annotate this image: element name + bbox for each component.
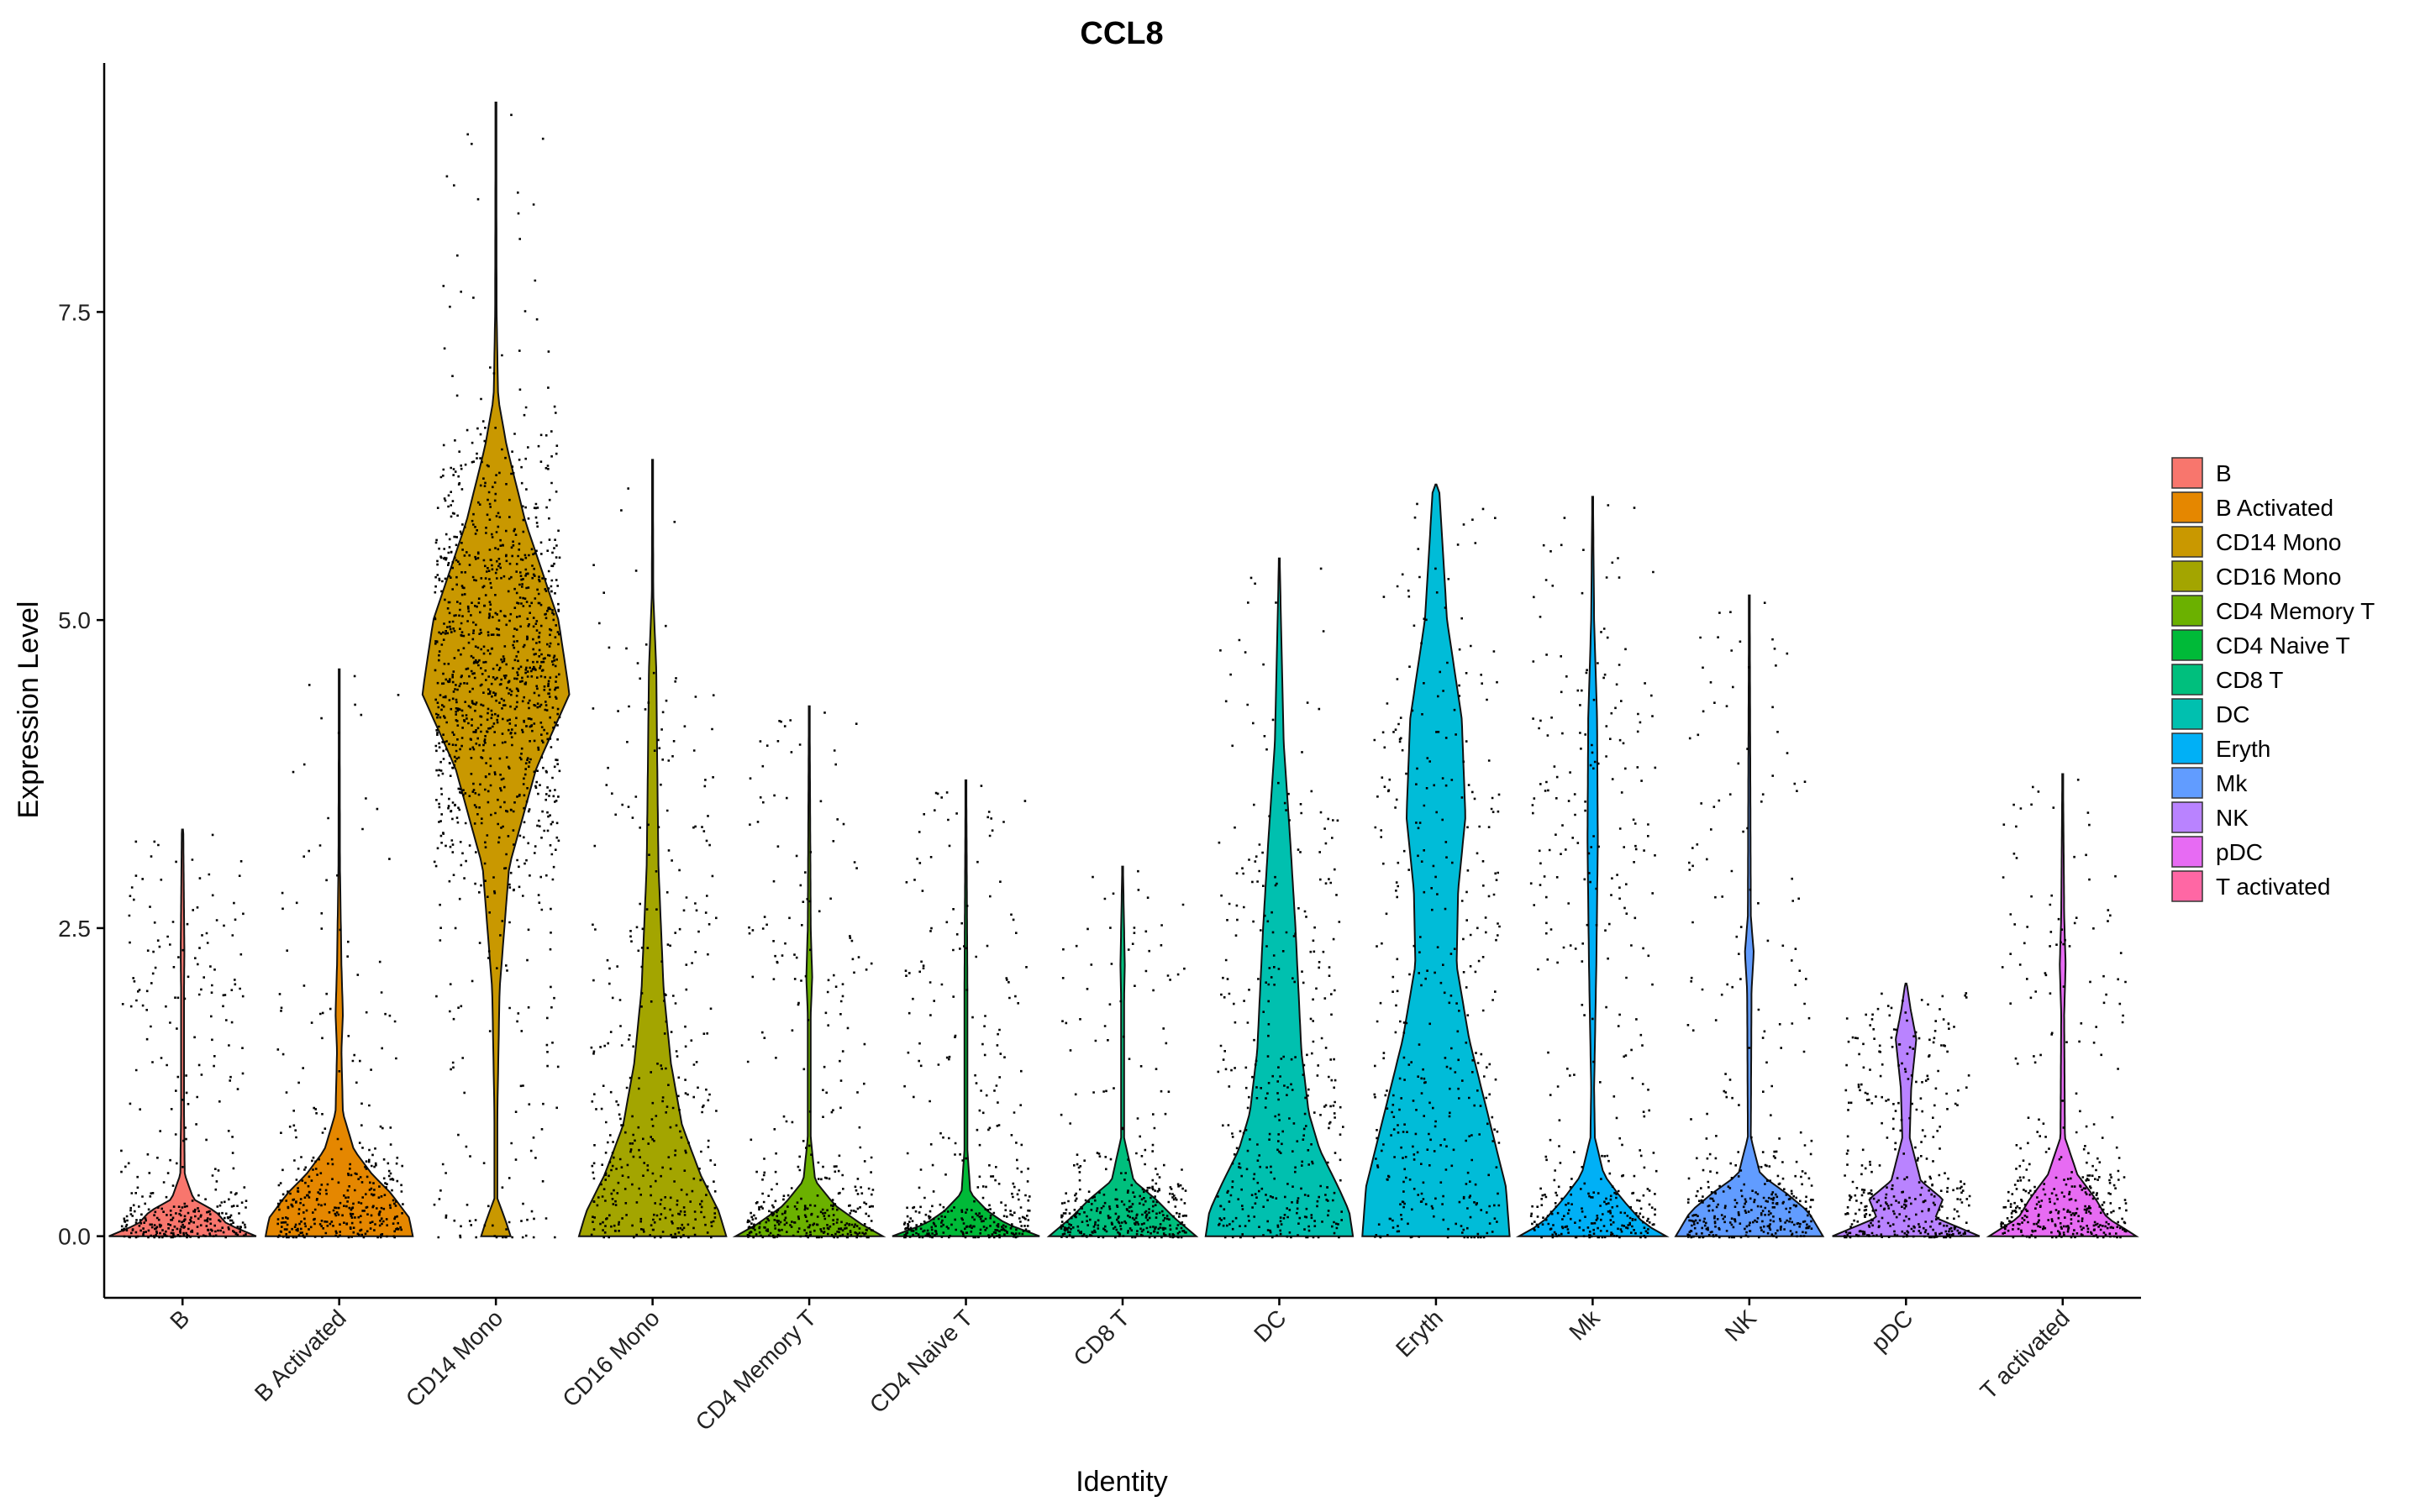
jitter-points-cd4-naive-t — [903, 785, 1031, 1239]
legend-swatch — [2171, 457, 2203, 489]
y-tick-label: 2.5 — [58, 916, 91, 942]
x-tick-label: CD4 Memory T — [691, 1305, 822, 1436]
violin-nk — [1674, 594, 1825, 1237]
x-tick-label: B Activated — [250, 1305, 351, 1406]
x-tick-label: CD4 Naive T — [865, 1305, 978, 1418]
legend-swatch — [2171, 801, 2203, 833]
legend-swatch — [2171, 629, 2203, 661]
x-tick-label: T activated — [1975, 1305, 2075, 1404]
y-axis-title: Expression Level — [13, 601, 45, 819]
legend: B B Activated CD14 Mono CD16 Mono CD4 Memory… — [2171, 457, 2375, 902]
violin-b-activated — [264, 668, 414, 1237]
legend-label: CD4 Naive T — [2216, 633, 2350, 659]
violin-eryth — [1361, 483, 1511, 1237]
violin-dc — [1204, 557, 1355, 1237]
legend-label: T activated — [2216, 874, 2330, 900]
legend-swatch — [2171, 698, 2203, 730]
legend-swatch — [2171, 595, 2203, 627]
legend-swatch — [2171, 870, 2203, 902]
violin-cd4-memory-t — [732, 705, 886, 1237]
x-tick-label: Mk — [1564, 1305, 1605, 1346]
x-tick-label: pDC — [1866, 1305, 1918, 1357]
y-tick-label: 5.0 — [58, 607, 91, 633]
violin-layer — [108, 102, 2139, 1237]
violin-b — [108, 828, 257, 1237]
legend-swatch — [2171, 526, 2203, 558]
legend-label: CD8 T — [2216, 667, 2283, 693]
x-tick-label: NK — [1720, 1305, 1762, 1347]
jitter-points-layer — [120, 113, 2128, 1239]
violin-mk — [1515, 496, 1670, 1237]
x-tick-label: Eryth — [1391, 1305, 1448, 1362]
legend-swatch — [2171, 767, 2203, 799]
y-tick-label: 7.5 — [58, 299, 91, 325]
x-tick-label: CD16 Mono — [557, 1305, 665, 1412]
legend-label: pDC — [2216, 839, 2263, 865]
legend-label: CD16 Mono — [2216, 564, 2341, 590]
x-tick-label: CD8 T — [1068, 1305, 1134, 1371]
x-tick-label: B — [165, 1305, 194, 1334]
legend-swatch — [2171, 664, 2203, 696]
y-tick-label: 0.0 — [58, 1224, 91, 1250]
legend-swatch — [2171, 491, 2203, 523]
x-tick-label: DC — [1249, 1305, 1292, 1347]
violin-cd4-naive-t — [892, 779, 1040, 1237]
jitter-points-pdc — [1843, 992, 1971, 1239]
violin-cd8-t — [1046, 865, 1199, 1237]
violin-cd16-mono — [577, 459, 728, 1237]
x-axis-title: Identity — [1076, 1466, 1168, 1498]
legend-label: B Activated — [2216, 495, 2333, 521]
legend-label: CD4 Memory T — [2216, 598, 2375, 624]
violin-cd14-mono — [421, 102, 571, 1237]
legend-label: B — [2216, 460, 2232, 486]
chart-title: CCL8 — [1080, 16, 1163, 51]
jitter-points-mk — [1529, 504, 1658, 1239]
legend-swatch — [2171, 560, 2203, 592]
legend-swatch — [2171, 836, 2203, 868]
x-tick-label: CD14 Mono — [401, 1305, 508, 1412]
legend-label: CD14 Mono — [2216, 529, 2341, 555]
violin-t-activated — [1986, 773, 2139, 1237]
violin-pdc — [1832, 982, 1981, 1237]
legend-label: Eryth — [2216, 736, 2270, 762]
legend-swatch — [2171, 732, 2203, 764]
legend-label: DC — [2216, 701, 2249, 727]
legend-label: Mk — [2216, 770, 2248, 796]
legend-label: NK — [2216, 805, 2249, 831]
